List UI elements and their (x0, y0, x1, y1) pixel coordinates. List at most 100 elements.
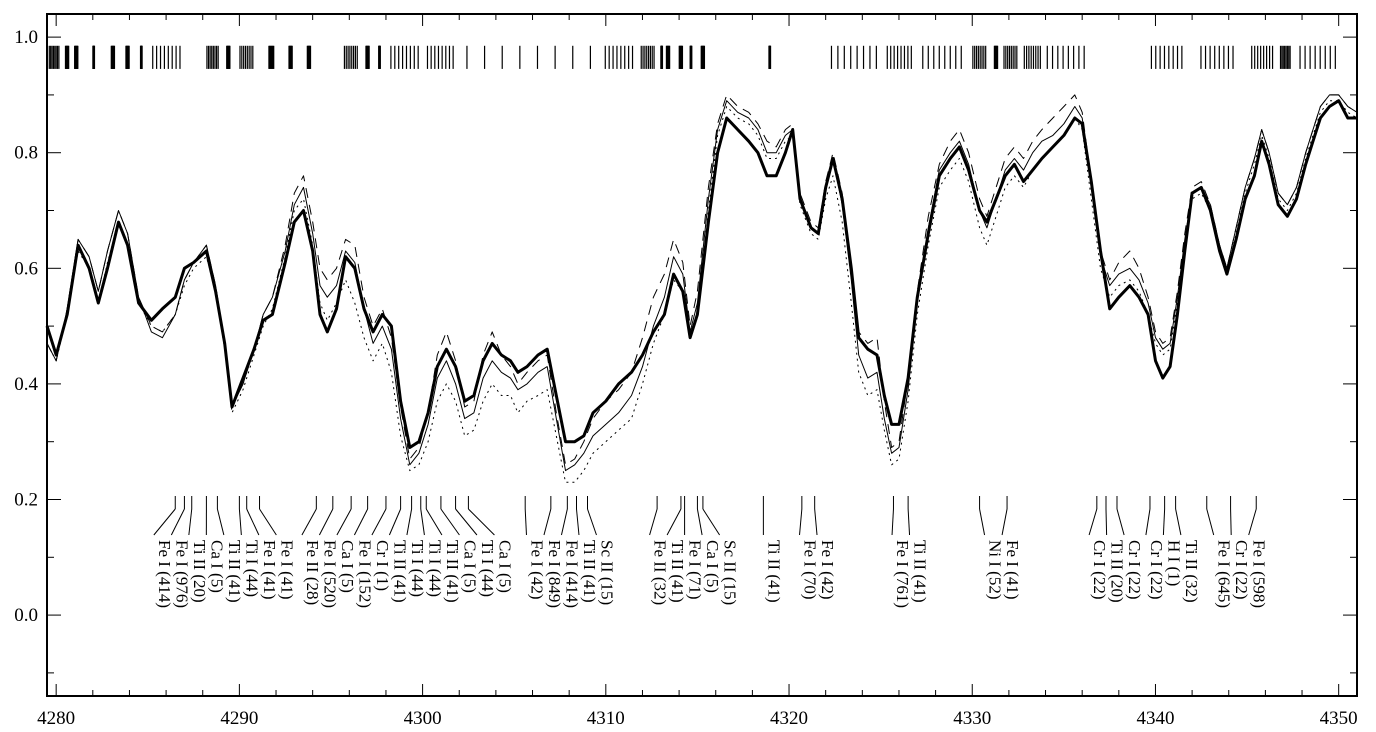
annotation: Fe I (42) (814, 496, 837, 599)
annotation: Sc II (15) (702, 496, 740, 605)
annotation: Fe I (598) (1248, 496, 1269, 608)
annotation: Fe I (414) (153, 496, 176, 608)
annotation-label: H I (1) (1164, 540, 1183, 586)
annotation-connector (1206, 508, 1215, 536)
annotation-connector (543, 508, 552, 536)
y-tick-label: 0.0 (14, 605, 38, 626)
annotation-label: Fe I (976) (172, 540, 191, 608)
annotation: Sc II (15) (586, 496, 616, 605)
annotation: H I (1) (1162, 496, 1183, 586)
y-tick-label: 0.6 (14, 258, 38, 279)
annotation-connector (1088, 508, 1098, 536)
annotation: Fe I (152) (353, 496, 374, 608)
annotation-label: Ca I (5) (207, 540, 226, 593)
annotation-label: Cr I (22) (1232, 540, 1251, 599)
annotation-connector (153, 508, 176, 536)
annotation-label: Ti II (41) (443, 540, 462, 603)
annotation-connector (649, 508, 658, 536)
x-tick-label: 4330 (953, 708, 991, 729)
annotation-connector (1145, 508, 1151, 536)
axis-ticks (47, 14, 1357, 696)
annotation-label: Ni I (52) (986, 540, 1005, 599)
annotation: Ni I (52) (979, 496, 1005, 599)
annotation: Fe I (42) (524, 496, 546, 599)
annotation-connector (440, 508, 460, 536)
annotation-label: Sc II (15) (597, 540, 616, 605)
annotation-connector (371, 508, 387, 536)
annotation: Ti II (41) (762, 496, 783, 603)
annotation-connector (696, 508, 703, 536)
annotation-label: Ti II (20) (1108, 540, 1127, 603)
annotation: Cr I (22) (1116, 496, 1144, 599)
annotation-connector (587, 508, 597, 536)
annotation-label: Fe I (71) (686, 540, 705, 599)
annotation-label: Fe I (42) (818, 540, 837, 599)
annotation: Cr I (22) (1145, 496, 1166, 599)
spectrum-line-thick-solid (45, 99, 1357, 449)
annotation-label: Fe I (520) (320, 540, 339, 608)
annotation-connector (188, 508, 193, 536)
annotation-label: Cr I (22) (1090, 540, 1109, 599)
annotation-connector (1175, 508, 1182, 536)
annotation-connector (353, 508, 369, 536)
annotation-label: Ti I (44) (425, 540, 444, 597)
annotation-connector (425, 508, 443, 536)
annotation-label: Sc II (15) (721, 540, 740, 605)
annotation: Ti II (41) (425, 496, 462, 603)
annotation: Fe I (41) (259, 496, 296, 599)
annotation-connector (406, 508, 413, 536)
annotation-label: Ti II (41) (580, 540, 599, 603)
annotation: Ca I (5) (696, 496, 722, 593)
annotation: Ti II (20) (188, 496, 209, 603)
annotation-label: Ti II (41) (764, 540, 783, 603)
annotation-connector (702, 508, 721, 536)
line-annotations: Fe I (414)Fe I (976)Ti II (20)Ca I (5)Ti… (153, 496, 1269, 608)
annotation-label: Cr I (1) (373, 540, 392, 591)
annotation: Ca I (5) (467, 496, 514, 593)
annotation-label: Ti II (41) (911, 540, 930, 603)
annotation-connector (575, 508, 580, 536)
x-tick-label: 4300 (404, 708, 442, 729)
x-tick-label: 4350 (1320, 708, 1358, 729)
y-tick-label: 1.0 (14, 27, 38, 48)
annotation-label: Cr I (22) (1125, 540, 1144, 599)
annotation-label: Fe I (645) (1215, 540, 1234, 608)
annotation-connector (455, 508, 478, 536)
annotation-label: Ti II (41) (390, 540, 409, 603)
annotation-connector (907, 508, 911, 536)
y-tick-label: 0.2 (14, 489, 38, 510)
annotation-label: Ti II (32) (1182, 540, 1201, 603)
annotation-label: Fe I (152) (355, 540, 374, 608)
annotation: Fe I (41) (1001, 496, 1022, 599)
annotation: Fe II (28) (301, 496, 322, 605)
annotation-label: Ti II (41) (225, 540, 244, 603)
annotation: Ca I (5) (336, 496, 357, 593)
annotation: Ti I (44) (420, 496, 444, 597)
annotation-label: Ca I (5) (703, 540, 722, 593)
annotation-connector (259, 508, 277, 536)
annotation: Cr I (22) (1230, 496, 1251, 599)
annotation: Cr I (22) (1088, 496, 1109, 599)
annotation-connector (814, 508, 818, 536)
annotation-label: Fe II (32) (651, 540, 670, 605)
annotation-connector (891, 508, 894, 536)
annotation: Fe I (976) (170, 496, 191, 608)
annotation: Fe I (645) (1206, 496, 1234, 608)
annotation-label: Fe I (761) (893, 540, 912, 608)
annotation-connector (524, 508, 527, 536)
annotation-connector (799, 508, 803, 536)
annotation: Ca I (5) (205, 496, 226, 593)
annotation-label: Fe I (41) (260, 540, 279, 599)
annotation: Ti I (44) (455, 496, 497, 597)
annotation: Ca I (5) (440, 496, 479, 593)
annotation-label: Ca I (5) (495, 540, 514, 593)
annotation-connector (1116, 508, 1125, 536)
annotation-label: Fe I (42) (527, 540, 546, 599)
annotation-connector (1105, 508, 1108, 536)
annotation: Fe I (849) (543, 496, 564, 608)
annotation-label: Fe I (70) (801, 540, 820, 599)
annotation-label: Fe I (414) (155, 540, 174, 608)
annotation-connector (1162, 508, 1166, 536)
x-tick-label: 4310 (587, 708, 625, 729)
